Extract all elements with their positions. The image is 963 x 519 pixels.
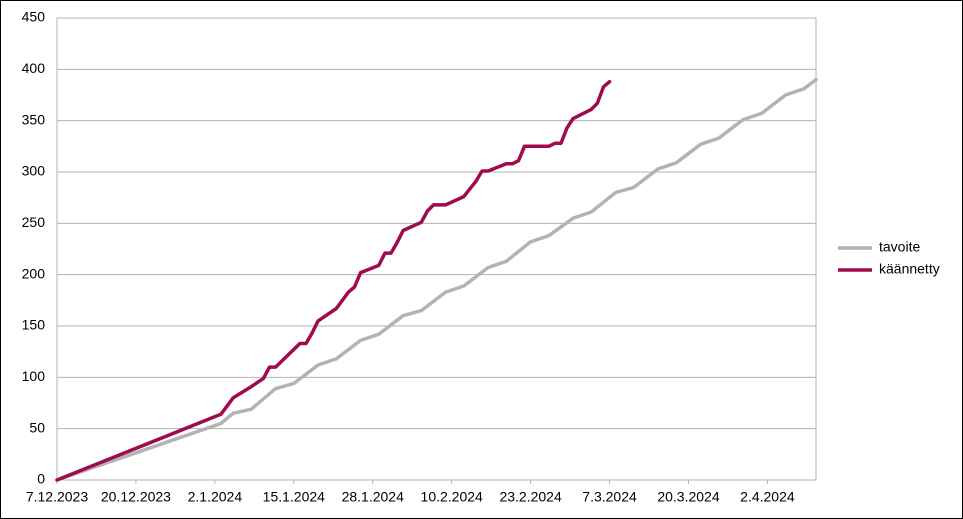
x-tick-label: 20.12.2023 — [101, 489, 171, 505]
plot-frame — [56, 17, 817, 481]
x-tick-label: 7.3.2024 — [582, 489, 637, 505]
legend-label: tavoite — [879, 239, 920, 255]
y-tick-label: 100 — [22, 368, 46, 384]
x-tick-label: 20.3.2024 — [657, 489, 719, 505]
y-tick-label: 50 — [29, 419, 45, 435]
y-tick-label: 350 — [22, 111, 46, 127]
y-tick-label: 400 — [22, 60, 46, 76]
y-tick-label: 150 — [22, 317, 46, 333]
legend-label: käännetty — [879, 261, 940, 277]
y-tick-label: 450 — [22, 9, 46, 25]
x-tick-label: 2.1.2024 — [188, 489, 243, 505]
y-tick-label: 200 — [22, 265, 46, 281]
x-tick-label: 15.1.2024 — [263, 489, 325, 505]
series-line — [55, 77, 818, 482]
x-tick-label: 2.4.2024 — [740, 489, 795, 505]
x-tick-label: 28.1.2024 — [342, 489, 404, 505]
x-tick-label: 7.12.2023 — [26, 489, 88, 505]
y-tick-label: 300 — [22, 163, 46, 179]
x-tick-label: 10.2.2024 — [421, 489, 483, 505]
series-line — [55, 79, 612, 482]
y-tick-label: 0 — [37, 471, 45, 487]
x-tick-label: 23.2.2024 — [499, 489, 561, 505]
y-tick-label: 250 — [22, 214, 46, 230]
